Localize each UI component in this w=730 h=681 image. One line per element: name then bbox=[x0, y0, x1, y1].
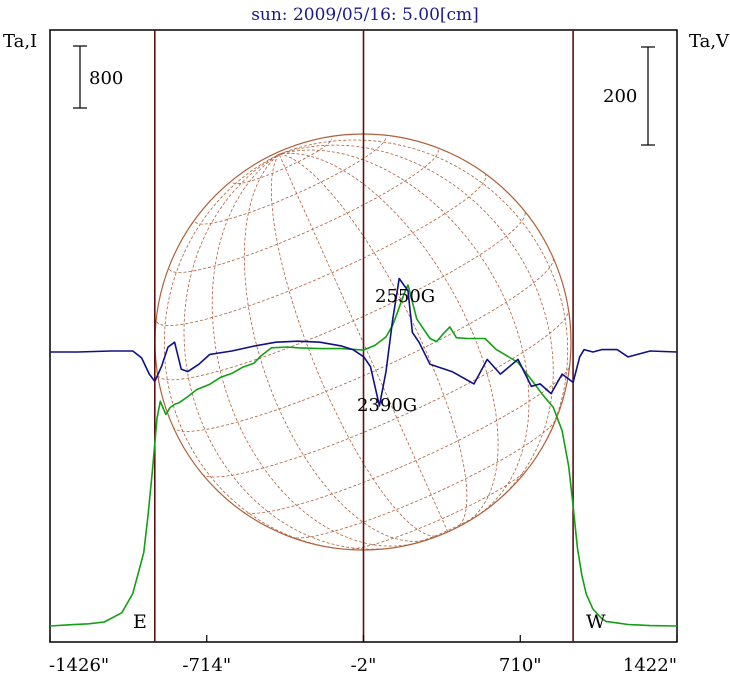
disk-longitude-line bbox=[270, 153, 441, 537]
scale-bar-right bbox=[641, 46, 655, 146]
disk-latitude-line bbox=[156, 174, 487, 327]
disk-longitude-line bbox=[211, 153, 412, 547]
series-intensity-line bbox=[49, 284, 678, 627]
annotation-positive-field: 2550G bbox=[375, 286, 435, 307]
x-tick-label: -2" bbox=[351, 655, 377, 676]
chart-title: sun: 2009/05/16: 5.00[cm] bbox=[251, 5, 479, 25]
disk-longitude-line bbox=[278, 144, 554, 503]
x-tick-label: -714" bbox=[182, 655, 231, 676]
disk-longitude-line bbox=[163, 153, 336, 549]
solar-disk bbox=[154, 133, 572, 551]
disk-latitude-line bbox=[232, 138, 332, 185]
scale-right-value: 200 bbox=[603, 86, 637, 107]
limb-and-center-markers bbox=[153, 30, 574, 642]
disk-longitude-line bbox=[279, 149, 530, 514]
scale-bar-left bbox=[73, 45, 87, 109]
right-axis-label: Ta,V bbox=[689, 31, 730, 52]
disk-longitude-line bbox=[279, 153, 468, 529]
west-limb-label: W bbox=[586, 611, 606, 633]
disk-longitude-line bbox=[278, 154, 449, 533]
disk-latitude-line bbox=[347, 468, 529, 550]
disk-latitude-line bbox=[169, 149, 439, 273]
east-limb-label: E bbox=[133, 611, 147, 633]
x-tick-label: 1422" bbox=[623, 655, 677, 676]
x-tick-label: -1426" bbox=[49, 655, 109, 676]
disk-latitude-line bbox=[242, 365, 571, 514]
disk-longitude-line bbox=[243, 153, 428, 542]
series-polarization-line bbox=[50, 277, 678, 407]
x-axis-ticks: -1426" -714" -2" 710" 1422" bbox=[49, 635, 678, 676]
scale-left-value: 800 bbox=[89, 68, 123, 89]
x-tick-label: 710" bbox=[499, 655, 542, 676]
disk-longitude-line bbox=[183, 153, 394, 550]
disk-latitude-line bbox=[291, 418, 557, 539]
series-layer bbox=[49, 277, 678, 627]
disk-latitude-line bbox=[172, 257, 554, 432]
disk-longitude-line bbox=[279, 152, 499, 523]
disk-latitude-line bbox=[201, 310, 569, 478]
left-axis-label: Ta,I bbox=[3, 31, 37, 52]
annotation-negative-field: 2390G bbox=[357, 395, 417, 416]
disk-latitude-line bbox=[406, 509, 486, 546]
